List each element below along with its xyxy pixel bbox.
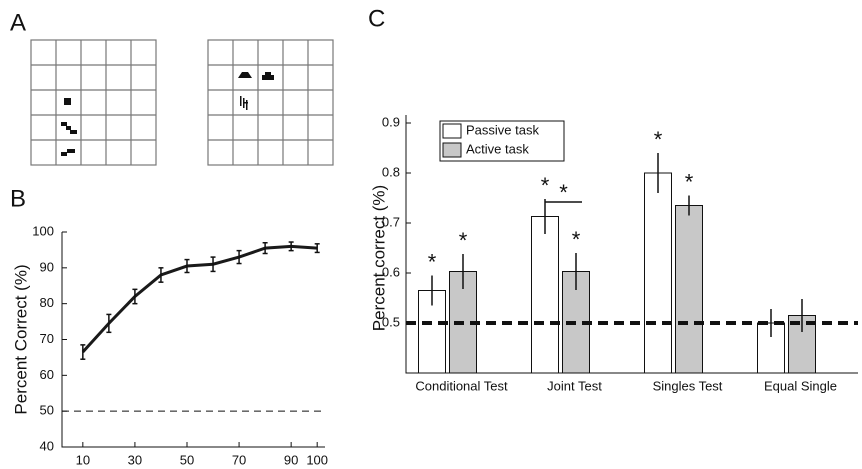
y-tick-label: 0.6 (382, 264, 400, 279)
y-tick-label: 0.8 (382, 164, 400, 179)
y-tick-label: 50 (40, 403, 54, 418)
significance-star: * (654, 127, 663, 152)
significance-star: * (428, 249, 437, 274)
legend-swatch (442, 142, 462, 158)
x-tick-label: 90 (284, 452, 298, 467)
x-tick-label: Joint Test (547, 378, 602, 393)
bar (531, 216, 559, 374)
y-tick-label: 100 (32, 223, 54, 238)
y-tick-label: 60 (40, 367, 54, 382)
y-tick-label: 90 (40, 259, 54, 274)
x-tick-label: 70 (232, 452, 246, 467)
bar (644, 172, 672, 374)
y-axis-label: Percent Correct (%) (11, 264, 30, 414)
panel-a-grids (30, 39, 334, 166)
data-line (81, 244, 318, 354)
y-tick-label: 40 (40, 438, 54, 453)
legend-label: Active task (466, 141, 529, 156)
comparison-star: * (559, 180, 568, 205)
axes (405, 115, 858, 374)
legend-label: Passive task (466, 122, 539, 137)
significance-star: * (541, 173, 550, 198)
x-tick-label: 30 (128, 452, 142, 467)
x-tick-label: Equal Single (764, 378, 837, 393)
significance-star: * (459, 228, 468, 253)
y-tick-label: 0.5 (382, 314, 400, 329)
panel-a-shapes (61, 72, 274, 156)
x-tick-label: 10 (76, 452, 90, 467)
y-axis-label: Percent correct (%) (369, 185, 388, 331)
x-tick-label: Singles Test (653, 378, 723, 393)
significance-star: * (685, 169, 694, 194)
y-tick-label: 0.7 (382, 214, 400, 229)
x-tick-label: 100 (306, 452, 328, 467)
panel-label: B (10, 185, 26, 212)
bar (675, 205, 703, 374)
significance-star: * (572, 227, 581, 252)
legend-swatch (442, 123, 462, 139)
y-tick-label: 80 (40, 295, 54, 310)
y-tick-label: 70 (40, 331, 54, 346)
panel-label: C (368, 5, 385, 32)
panel-label: A (10, 9, 26, 36)
x-tick-label: 50 (180, 452, 194, 467)
x-tick-label: Conditional Test (415, 378, 508, 393)
y-tick-label: 0.9 (382, 114, 400, 129)
